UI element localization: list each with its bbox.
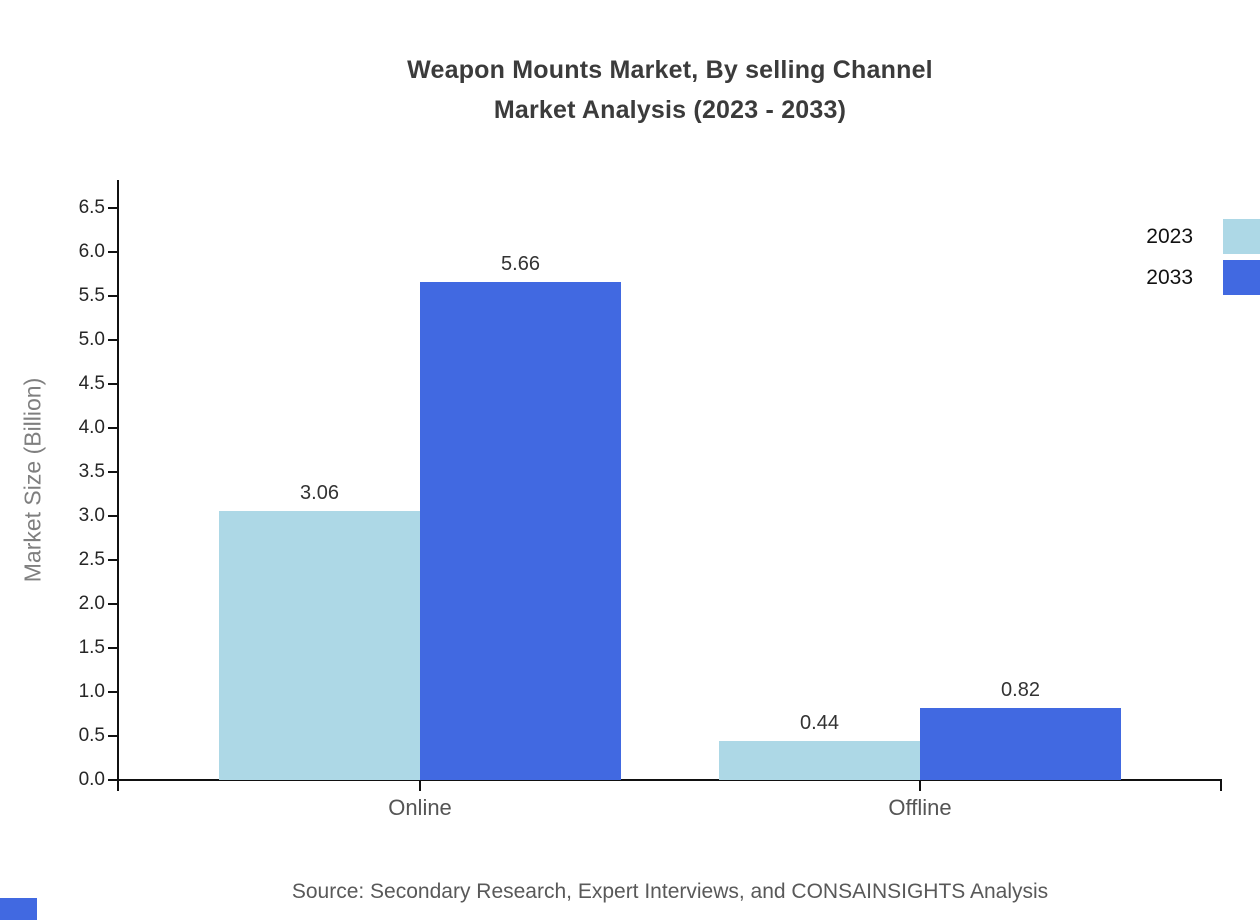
y-tick-mark bbox=[108, 295, 117, 297]
y-tick-label: 5.0 bbox=[78, 329, 105, 350]
x-tick-mark bbox=[419, 780, 421, 791]
y-tick-label: 0.0 bbox=[78, 769, 105, 790]
y-axis-line bbox=[117, 180, 119, 781]
bar-offline-2033 bbox=[920, 708, 1121, 780]
bar-value-label: 0.82 bbox=[1001, 679, 1040, 701]
x-category-label-online: Online bbox=[388, 795, 452, 820]
bar-value-label: 0.44 bbox=[800, 712, 839, 734]
legend: 2023 2033 bbox=[1146, 219, 1260, 301]
bar-value-label: 3.06 bbox=[300, 482, 339, 504]
y-tick-label: 6.0 bbox=[78, 241, 105, 262]
y-tick-label: 4.5 bbox=[78, 373, 105, 394]
bar-online-2033 bbox=[420, 282, 621, 780]
y-tick-mark bbox=[108, 383, 117, 385]
y-tick-label: 0.5 bbox=[78, 725, 105, 746]
y-tick-mark bbox=[108, 515, 117, 517]
y-tick-mark bbox=[108, 207, 117, 209]
bar-online-2023 bbox=[219, 511, 420, 780]
brand-corner-square bbox=[0, 898, 37, 920]
y-tick-label: 1.0 bbox=[78, 681, 105, 702]
chart-title-line1: Weapon Mounts Market, By selling Channel bbox=[407, 56, 933, 84]
y-tick-mark bbox=[108, 251, 117, 253]
bar-offline-2023 bbox=[719, 741, 920, 780]
legend-item-2023: 2023 bbox=[1146, 219, 1260, 254]
source-note: Source: Secondary Research, Expert Inter… bbox=[291, 880, 1049, 903]
y-tick-label: 3.0 bbox=[78, 505, 105, 526]
x-axis-line bbox=[117, 779, 1222, 781]
y-tick-label: 3.5 bbox=[78, 461, 105, 482]
y-tick-mark bbox=[108, 779, 117, 781]
legend-label-2033: 2033 bbox=[1146, 265, 1193, 289]
legend-item-2033: 2033 bbox=[1146, 260, 1260, 295]
y-tick-mark bbox=[108, 471, 117, 473]
legend-label-2023: 2023 bbox=[1146, 224, 1193, 248]
y-tick-label: 5.5 bbox=[78, 285, 105, 306]
x-category-label-offline: Offline bbox=[888, 795, 952, 820]
x-axis-right-end-tick bbox=[1220, 780, 1222, 791]
x-axis-left-end-tick bbox=[117, 780, 119, 791]
y-tick-mark bbox=[108, 427, 117, 429]
y-tick-mark bbox=[108, 559, 117, 561]
legend-swatch-2033 bbox=[1223, 260, 1260, 295]
y-tick-mark bbox=[108, 691, 117, 693]
chart-title: Weapon Mounts Market, By selling Channel… bbox=[118, 50, 1222, 130]
chart-title-line2: Market Analysis (2023 - 2033) bbox=[493, 96, 847, 124]
y-tick-mark bbox=[108, 735, 117, 737]
y-tick-label: 2.0 bbox=[78, 593, 105, 614]
legend-swatch-2023 bbox=[1223, 219, 1260, 254]
y-tick-mark bbox=[108, 647, 117, 649]
y-axis-label: Market Size (Billion) bbox=[19, 377, 46, 583]
y-tick-label: 1.5 bbox=[78, 637, 105, 658]
y-tick-mark bbox=[108, 603, 117, 605]
y-tick-label: 2.5 bbox=[78, 549, 105, 570]
y-tick-label: 4.0 bbox=[78, 417, 105, 438]
x-tick-mark bbox=[919, 780, 921, 791]
y-tick-mark bbox=[108, 339, 117, 341]
y-tick-label: 6.5 bbox=[78, 197, 105, 218]
bar-value-label: 5.66 bbox=[501, 253, 540, 275]
